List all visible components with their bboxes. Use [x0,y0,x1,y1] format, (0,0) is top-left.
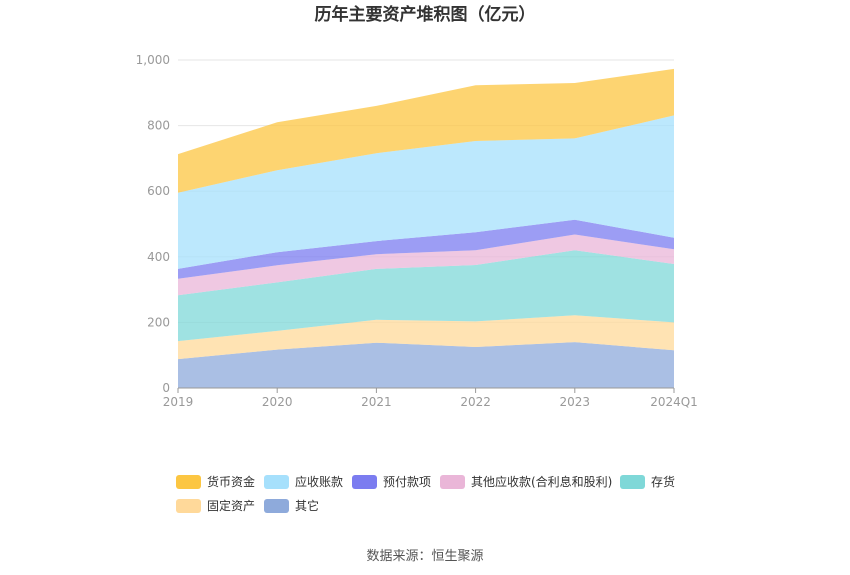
data-source: 数据来源：恒生聚源 [366,549,483,564]
legend-swatch [176,475,201,489]
area-6 [178,68,674,193]
x-axis-ticks: 2019 2020 2021 2022 2023 2024Q1 [163,395,698,409]
legend-label: 固定资产 [207,498,255,513]
area-1 [178,315,674,360]
legend-label: 存货 [651,474,675,489]
y-axis-ticks: 0 200 400 600 800 1,000 [136,53,170,395]
x-axis [177,387,675,393]
legend-label: 其他应收款(合利息和股利) [471,474,612,489]
y-tick-label: 200 [147,315,170,329]
area-series [178,68,674,388]
x-tick-label: 2020 [262,395,293,409]
y-tick-label: 600 [147,184,170,198]
area-3 [178,234,674,296]
area-4 [178,219,674,279]
x-tick-label: 2019 [163,395,194,409]
area-2 [178,250,674,342]
y-tick-label: 400 [147,250,170,264]
legend-label: 其它 [295,498,319,513]
chart-title: 历年主要资产堆积图（亿元） [315,4,536,25]
y-tick-label: 1,000 [136,53,170,67]
legend-swatch [352,475,377,489]
y-tick-label: 0 [162,381,170,395]
area-5 [178,115,674,269]
legend-swatch [176,499,201,513]
x-tick-label: 2023 [560,395,591,409]
legend-label: 货币资金 [207,474,255,489]
legend-label: 应收账款 [295,474,343,489]
legend-swatch [440,475,465,489]
x-tick-label: 2024Q1 [650,395,698,409]
x-tick-label: 2021 [361,395,392,409]
legend-swatch [264,499,289,513]
legend-swatch [264,475,289,489]
legend-swatch [620,475,645,489]
y-tick-label: 800 [147,119,170,133]
legend-label: 预付款项 [383,475,431,489]
area-0 [178,342,674,388]
x-tick-label: 2022 [460,395,491,409]
